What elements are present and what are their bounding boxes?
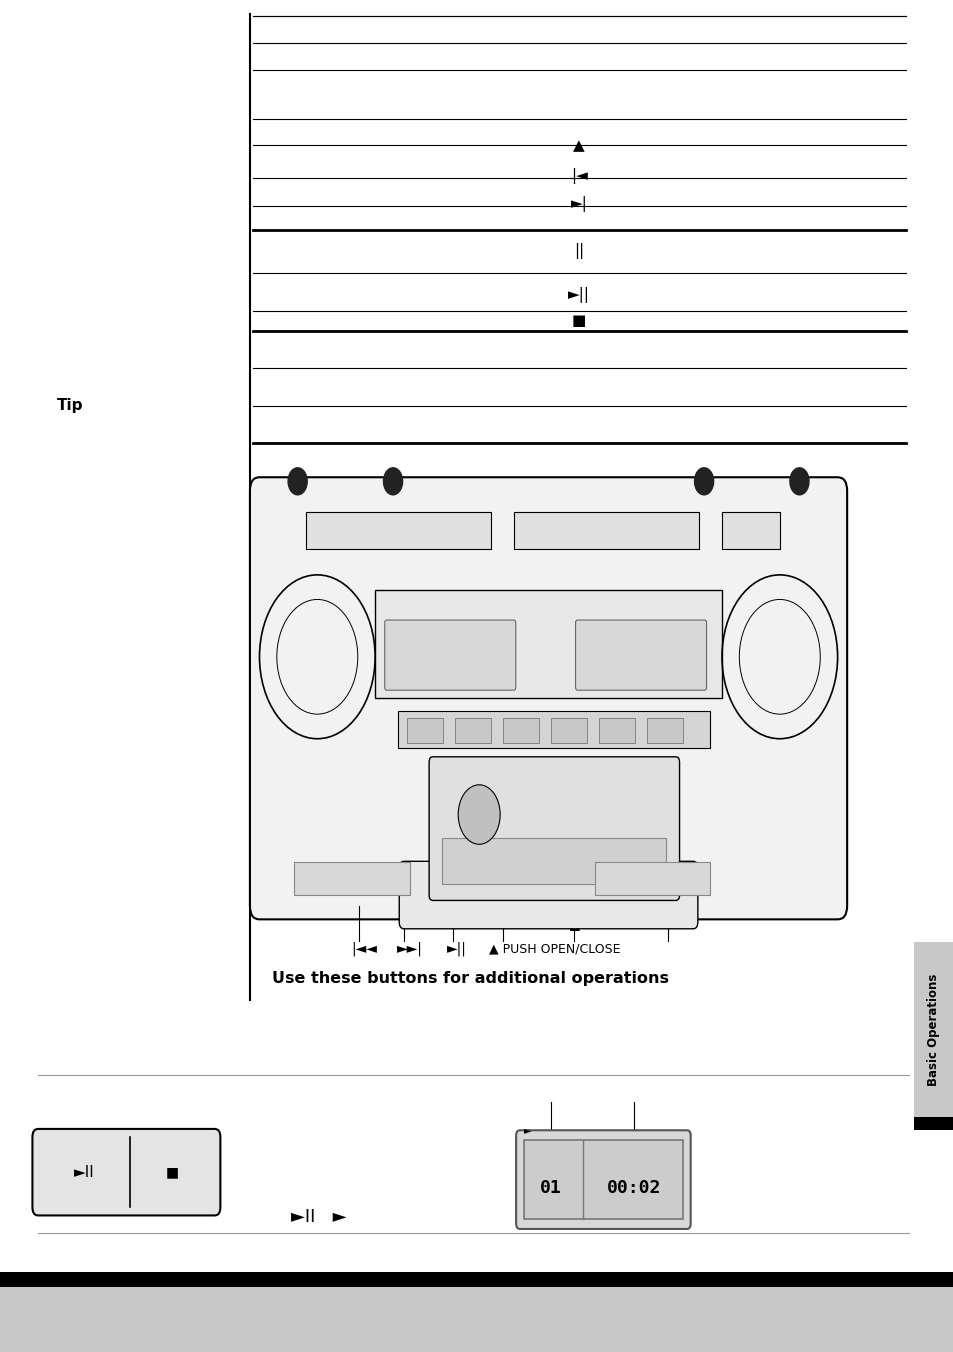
Text: |◄◄: |◄◄ [351, 942, 376, 956]
FancyBboxPatch shape [32, 1129, 220, 1215]
FancyBboxPatch shape [516, 1130, 690, 1229]
FancyBboxPatch shape [250, 477, 846, 919]
Text: ||: || [574, 243, 583, 260]
Bar [375, 591, 721, 698]
Text: ►: ► [523, 1125, 531, 1134]
Text: ■: ■ [166, 1165, 178, 1179]
Text: ▲ PUSH OPEN/CLOSE: ▲ PUSH OPEN/CLOSE [489, 942, 620, 956]
FancyBboxPatch shape [384, 621, 516, 690]
Bar [0, 1287, 953, 1352]
Text: ►||: ►|| [446, 942, 466, 956]
Text: 00:02: 00:02 [606, 1179, 660, 1198]
Bar [551, 718, 586, 742]
Text: Tip: Tip [57, 397, 84, 414]
Text: Basic Operations: Basic Operations [926, 973, 940, 1087]
Text: ►II: ►II [73, 1164, 94, 1180]
Bar [721, 511, 779, 549]
Bar [913, 942, 953, 1118]
Text: ►►|: ►►| [396, 942, 422, 956]
Text: ►|: ►| [570, 196, 587, 212]
Text: ►II   ►: ►II ► [291, 1207, 346, 1226]
Bar [913, 1117, 953, 1130]
Bar [442, 838, 665, 884]
Bar [502, 718, 538, 742]
Bar [455, 718, 491, 742]
Circle shape [288, 468, 307, 495]
Bar [598, 718, 635, 742]
Circle shape [457, 784, 499, 844]
FancyBboxPatch shape [575, 621, 706, 690]
Bar [523, 1140, 682, 1220]
Text: Use these buttons for additional operations: Use these buttons for additional operati… [272, 971, 668, 987]
Bar [0, 1272, 953, 1287]
Bar [294, 861, 410, 895]
Text: ■: ■ [568, 918, 579, 932]
Bar [594, 861, 710, 895]
Bar [397, 711, 710, 748]
FancyBboxPatch shape [429, 757, 679, 900]
Text: ■: ■ [571, 312, 586, 329]
Text: |◄: |◄ [570, 168, 587, 184]
FancyBboxPatch shape [398, 861, 698, 929]
Bar [407, 718, 442, 742]
Bar [305, 511, 490, 549]
Text: 01: 01 [539, 1179, 561, 1198]
Text: ▲: ▲ [573, 138, 584, 154]
Bar [514, 511, 699, 549]
Circle shape [789, 468, 808, 495]
Circle shape [694, 468, 713, 495]
Circle shape [383, 468, 402, 495]
Text: ►||: ►|| [567, 287, 590, 303]
Bar [646, 718, 682, 742]
